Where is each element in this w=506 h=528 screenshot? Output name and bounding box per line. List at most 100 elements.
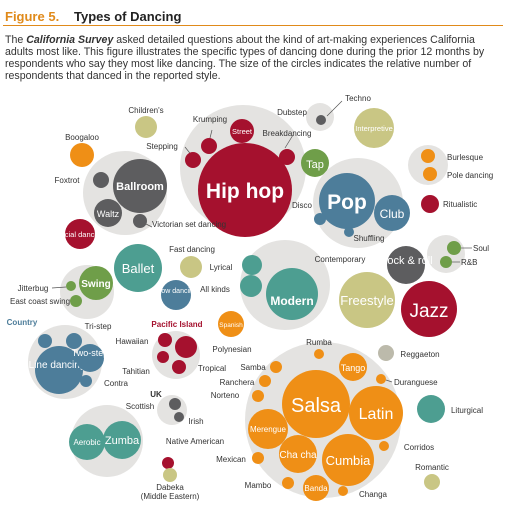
tango-bubble[interactable] (339, 353, 367, 381)
victorian-bubble[interactable] (133, 214, 147, 228)
jitterbug-bubble[interactable] (66, 281, 76, 291)
country-sub-bubble[interactable] (38, 334, 52, 348)
samba-label: Samba (240, 363, 266, 372)
romantic-bubble[interactable] (424, 474, 440, 490)
eastcoast-bubble[interactable] (70, 295, 82, 307)
rock-bubble[interactable] (387, 246, 425, 284)
samba-bubble[interactable] (270, 361, 282, 373)
lyrical-bubble[interactable] (180, 256, 202, 278)
romantic-label: Romantic (415, 463, 449, 472)
hawaiian-bubble[interactable] (158, 333, 172, 347)
latin-label: Latin (359, 406, 394, 423)
corridos-bubble[interactable] (379, 441, 389, 451)
tap-bubble[interactable] (301, 149, 329, 177)
pole-bubble[interactable] (423, 167, 437, 181)
interpretive-label: Interpretive (355, 124, 393, 133)
merengue-bubble[interactable] (248, 409, 288, 449)
chacha-bubble[interactable] (279, 435, 317, 473)
reggaeton-bubble[interactable] (378, 345, 394, 361)
childrens-bubble[interactable] (135, 116, 157, 138)
figure-number: Figure 5. (5, 9, 60, 24)
club-bubble[interactable] (374, 195, 410, 231)
zumba-label: Zumba (105, 435, 140, 447)
pop-label: Pop (327, 191, 367, 214)
mexican-label: Mexican (216, 455, 246, 464)
rumba-bubble[interactable] (314, 349, 324, 359)
scottish-bubble[interactable] (169, 398, 181, 410)
jazz-bubble[interactable] (401, 281, 457, 337)
changa-bubble[interactable] (338, 486, 348, 496)
ballroom-bubble[interactable] (113, 159, 167, 213)
native-bubble[interactable] (162, 457, 174, 469)
modern-bubble[interactable] (266, 268, 318, 320)
banda-bubble[interactable] (303, 475, 329, 501)
zumba-bubble[interactable] (103, 421, 141, 459)
stepping-bubble[interactable] (185, 152, 201, 168)
pop-bubble[interactable] (319, 173, 375, 229)
ritualistic-bubble[interactable] (421, 195, 439, 213)
ritualistic-label: Ritualistic (443, 200, 477, 209)
dubstep-bubble[interactable] (316, 115, 326, 125)
soul-bubble[interactable] (447, 241, 461, 255)
mexican-bubble[interactable] (252, 452, 264, 464)
hawaiian-label: Hawaiian (116, 337, 149, 346)
mambo-bubble[interactable] (282, 477, 294, 489)
hiphop-bubble[interactable] (198, 143, 292, 237)
contemporary-bubble[interactable] (242, 255, 262, 275)
shuffling-bubble[interactable] (344, 227, 354, 237)
street-label: Street (232, 127, 253, 136)
tristep-bubble[interactable] (66, 333, 82, 349)
disco-bubble[interactable] (314, 213, 326, 225)
burlesque-bubble[interactable] (421, 149, 435, 163)
dubstep-label: Dubstep (277, 108, 307, 117)
breakdancing-label: Breakdancing (263, 129, 312, 138)
twostep-bubble[interactable] (76, 344, 104, 372)
krumping-bubble[interactable] (201, 138, 217, 154)
uk-label: UK (150, 390, 162, 399)
latin-bubble[interactable] (349, 386, 403, 440)
foxtrot-label: Foxtrot (55, 176, 81, 185)
irish-bubble[interactable] (174, 412, 184, 422)
modern-sub-bubble[interactable] (240, 275, 262, 297)
aerobic-bubble[interactable] (69, 424, 105, 460)
cumbia-bubble[interactable] (322, 434, 374, 486)
dabeka-bubble[interactable] (163, 468, 177, 482)
freestyle-bubble[interactable] (339, 272, 395, 328)
duranguese-bubble[interactable] (376, 374, 386, 384)
caption-prefix: The (5, 34, 27, 46)
foxtrot-bubble[interactable] (93, 172, 109, 188)
hiphop-label: Hip hop (206, 180, 284, 203)
ballet-label: Ballet (122, 261, 155, 276)
contra-bubble[interactable] (80, 375, 92, 387)
spanish-bubble[interactable] (218, 311, 244, 337)
rock-label: Rock & roll (379, 255, 432, 267)
shuffling-label: Shuffling (354, 234, 385, 243)
jitterbug-label: Jitterbug (18, 284, 49, 293)
waltz-bubble[interactable] (94, 199, 122, 227)
burlesque-label: Burlesque (447, 153, 484, 162)
dabeka-label-2: (Middle Eastern) (141, 492, 200, 501)
line-label: Line dancing (29, 360, 86, 371)
tahitian-bubble[interactable] (157, 351, 169, 363)
rb-bubble[interactable] (440, 256, 452, 268)
cumbia-label: Cumbia (326, 453, 372, 468)
boogaloo-bubble[interactable] (70, 143, 94, 167)
ranchera-bubble[interactable] (259, 375, 271, 387)
tropical-bubble[interactable] (172, 360, 186, 374)
swing-bubble[interactable] (79, 266, 113, 300)
social-bubble[interactable] (65, 219, 95, 249)
ballet-bubble[interactable] (114, 244, 162, 292)
liturgical-bubble[interactable] (417, 395, 445, 423)
norteno-bubble[interactable] (252, 390, 264, 402)
salsa-bubble[interactable] (282, 370, 350, 438)
rb-label: R&B (461, 258, 477, 267)
banda-label: Banda (304, 484, 328, 493)
line-bubble[interactable] (35, 346, 83, 394)
slow-bubble[interactable] (161, 280, 191, 310)
breakdancing-bubble[interactable] (279, 149, 295, 165)
polynesian-bubble[interactable] (175, 336, 197, 358)
figure-header: Figure 5. Types of Dancing (3, 3, 503, 26)
interpretive-bubble[interactable] (354, 108, 394, 148)
street-bubble[interactable] (230, 119, 254, 143)
